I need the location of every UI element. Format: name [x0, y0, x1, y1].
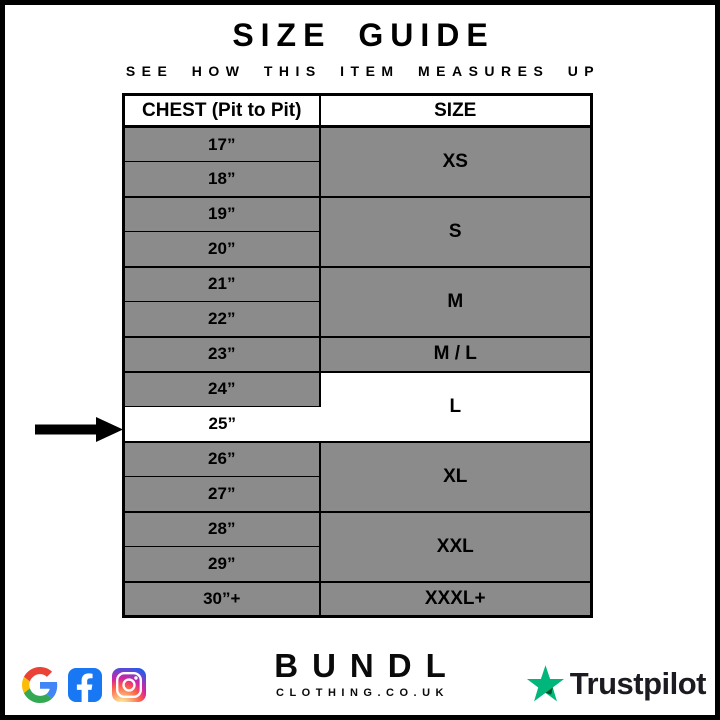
chest-cell: 23” [123, 335, 321, 372]
instagram-icon[interactable] [112, 668, 146, 702]
chest-cell-highlighted: 25” [123, 406, 320, 442]
size-cell: XL [319, 440, 592, 512]
size-cell: XXL [319, 510, 592, 582]
size-cell: XS [319, 125, 592, 197]
size-table: CHEST (Pit to Pit) SIZE 17” XS 18” 19” S… [122, 93, 593, 618]
size-cell-highlighted: L [319, 370, 592, 442]
table-row: 29” [123, 546, 592, 582]
chest-cell: 26” [123, 440, 321, 477]
social-icons [22, 667, 146, 703]
trustpilot-wordmark: Trustpilot [569, 666, 707, 701]
highlight-arrow-icon [35, 417, 123, 442]
table-row: 19” S [123, 195, 592, 267]
table-row: 20” [123, 231, 592, 267]
table-row: 18” [123, 161, 592, 197]
table-row: 17” XS [123, 125, 592, 197]
table-header-row: CHEST (Pit to Pit) SIZE [123, 94, 592, 128]
chest-cell: 28” [123, 510, 321, 547]
table-row: 27” [123, 476, 592, 512]
column-header-size: SIZE [319, 94, 592, 128]
page-title: SIZE GUIDE [232, 17, 495, 53]
table-row: 21” M [123, 265, 592, 337]
chest-cell: 21” [123, 265, 321, 302]
chest-cell: 19” [123, 195, 321, 232]
size-cell: M [319, 265, 592, 337]
size-cell: XXXL+ [319, 580, 592, 617]
chest-cell: 17” [123, 125, 321, 162]
facebook-icon[interactable] [68, 668, 102, 702]
chest-cell: 20” [123, 231, 321, 267]
chest-cell: 30”+ [123, 580, 321, 617]
table-row: 30”+ XXXL+ [123, 580, 592, 617]
table-row-highlighted: 25” [123, 406, 592, 442]
size-cell: S [319, 195, 592, 267]
trustpilot-logo[interactable]: Trustpilot [526, 665, 707, 703]
chest-cell: 27” [123, 476, 321, 512]
chest-cell: 22” [123, 301, 321, 337]
page-subtitle: SEE HOW THIS ITEM MEASURES UP [125, 63, 601, 79]
google-icon[interactable] [22, 667, 58, 703]
chest-cell: 18” [123, 161, 321, 197]
brand-name: BUNDL [274, 647, 460, 684]
column-header-chest: CHEST (Pit to Pit) [123, 94, 321, 128]
brand-logo: BUNDL CLOTHING.CO.UK [5, 649, 715, 699]
size-cell: M / L [319, 335, 592, 372]
header: SIZE GUIDE SEE HOW THIS ITEM MEASURES UP [5, 17, 715, 79]
chest-cell: 29” [123, 546, 321, 582]
chest-cell: 24” [123, 370, 321, 407]
table-row: 28” XXL [123, 510, 592, 582]
table-row: 22” [123, 301, 592, 337]
table-row: 26” XL [123, 440, 592, 512]
table-row: 24” L [123, 370, 592, 442]
table-row: 23” M / L [123, 335, 592, 372]
trustpilot-star-icon [526, 665, 564, 702]
brand-domain: CLOTHING.CO.UK [276, 687, 449, 699]
